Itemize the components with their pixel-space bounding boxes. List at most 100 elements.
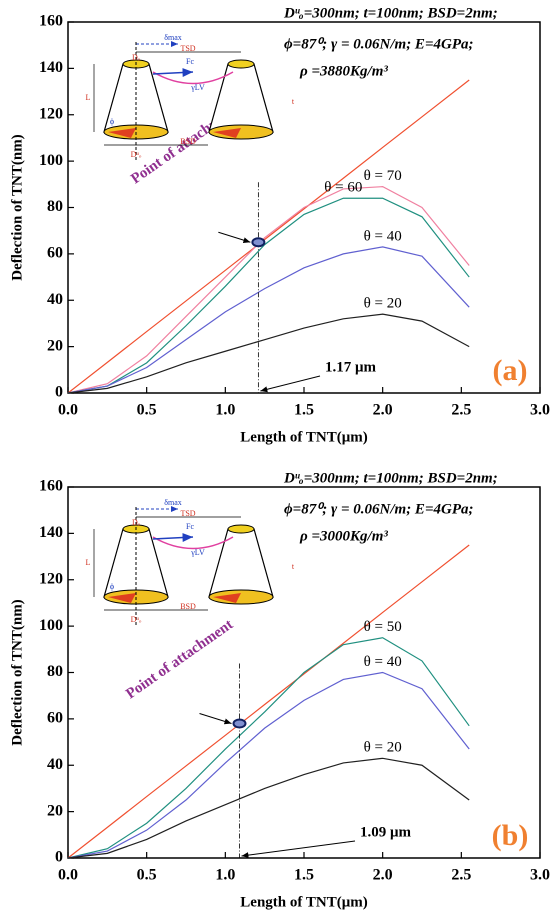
y-axis-label: Deflection of TNT(nm) (9, 599, 25, 745)
x-tick-label: 1.5 (294, 402, 314, 419)
x-tick-label: 0.5 (137, 867, 157, 884)
x-tick-label: 2.0 (373, 402, 393, 419)
inset-label: γLV (190, 83, 205, 92)
annotation: 1.09 μm (360, 824, 412, 840)
annotation: Dᵘₒ=300nm; t=100nm; BSD=2nm; (283, 5, 498, 21)
panel: 0 20 40 60 80 100 120 140 160 0.0 0.5 1.0 1.5 2.0 2.5 3… (9, 470, 550, 910)
y-tick-label: 40 (47, 756, 63, 773)
inset-label: t (292, 562, 295, 571)
meniscus (152, 71, 234, 85)
series-line (67, 671, 470, 859)
annotation: (b) (492, 819, 529, 852)
y-tick-label: 120 (39, 105, 63, 122)
x-tick-label: 3.0 (530, 402, 550, 419)
series-label: θ = 40 (364, 654, 402, 670)
inset-label: t (292, 97, 295, 106)
annotation: (a) (493, 354, 528, 387)
tube-shade (213, 593, 241, 603)
x-tick-label: 0.0 (58, 402, 78, 419)
panel: 0 20 40 60 80 100 120 140 160 0.0 0.5 1.0 1.5 2.0 2.5 3… (9, 5, 550, 445)
inset-label: δmax (164, 498, 182, 507)
inset-label: Dᵘₒ (131, 615, 142, 624)
y-tick-label: 100 (39, 152, 63, 169)
x-tick-label: 3.0 (530, 867, 550, 884)
x-tick-label: 1.5 (294, 867, 314, 884)
inset-label: γLV (190, 548, 205, 557)
annotation: 1.17 μm (325, 359, 377, 375)
tube-shade (213, 128, 241, 138)
y-tick-label: 140 (39, 59, 63, 76)
inset-label: TSD (180, 509, 195, 518)
x-tick-label: 0.5 (137, 402, 157, 419)
inset-label: TSD (180, 44, 195, 53)
tube-shade (108, 593, 136, 603)
annotation-arrow (260, 375, 321, 393)
series-label: θ = 60 (324, 180, 362, 196)
annotation: Dᵘₒ=300nm; t=100nm; BSD=2nm; (283, 470, 498, 486)
y-tick-label: 120 (39, 570, 63, 587)
inset-label: ϕ (110, 582, 114, 591)
annotation: ϕ=87⁰; γ = 0.06N/m; E=4GPa; (284, 501, 473, 517)
annotation-arrow (218, 231, 251, 244)
series-label: θ = 20 (364, 296, 402, 312)
series-line (67, 313, 470, 394)
force-arrow (152, 533, 194, 543)
x-tick-label: 2.0 (373, 867, 393, 884)
series-label: θ = 20 (364, 740, 402, 756)
tube-top (227, 524, 255, 534)
tube-bottom (208, 124, 274, 140)
series-line (67, 186, 470, 394)
y-tick-label: 60 (47, 710, 63, 727)
inset-label: L (86, 93, 91, 102)
series-label: θ = 50 (364, 619, 402, 635)
y-tick-label: 80 (47, 198, 63, 215)
series-line (67, 197, 470, 394)
tube-body (208, 63, 274, 133)
x-axis-label: Length of TNT(μm) (240, 894, 367, 910)
inset-label: Fc (186, 57, 194, 66)
inset-label: Fc (186, 522, 194, 531)
y-tick-label: 140 (39, 524, 63, 541)
y-tick-label: 60 (47, 245, 63, 262)
series-line (67, 79, 470, 394)
tube-top (227, 59, 255, 69)
series-line (67, 246, 470, 394)
x-tick-label: 0.0 (58, 867, 78, 884)
tube-shade (108, 128, 136, 138)
y-tick-label: 0 (55, 849, 63, 866)
attachment-point (251, 237, 266, 248)
tube-bottom (208, 589, 274, 605)
series-label: θ = 40 (364, 228, 402, 244)
x-tick-label: 2.5 (451, 867, 471, 884)
inset-label: BSD (180, 137, 196, 146)
meniscus (152, 536, 234, 550)
x-axis-label: Length of TNT(μm) (240, 429, 367, 445)
y-tick-label: 20 (47, 337, 63, 354)
series-line (67, 757, 470, 859)
inset-label: δmax (164, 33, 182, 42)
x-tick-label: 1.0 (215, 402, 235, 419)
annotation: ρ =3000Kg/m³ (299, 528, 388, 544)
annotation: Point of attachment (123, 617, 236, 703)
annotation-arrow (199, 713, 232, 725)
y-tick-label: 100 (39, 617, 63, 634)
x-tick-label: 1.0 (215, 867, 235, 884)
y-tick-label: 160 (39, 13, 63, 30)
series-label: θ = 70 (364, 168, 402, 184)
y-tick-label: 160 (39, 478, 63, 495)
series-line (67, 637, 470, 859)
y-tick-label: 80 (47, 663, 63, 680)
annotation-arrow (241, 840, 356, 859)
annotation: ϕ=87⁰; γ = 0.06N/m; E=4GPa; (284, 36, 473, 52)
tube-body (208, 528, 274, 598)
inset-label: L (86, 558, 91, 567)
annotation: ρ =3880Kg/m³ (299, 63, 388, 79)
series-line (67, 544, 470, 859)
force-arrow (152, 68, 194, 78)
inset-label: Dₒ (132, 518, 141, 527)
inset-label: Dₒ (132, 53, 141, 62)
inset-label: ϕ (110, 117, 114, 126)
inset-label: BSD (180, 602, 196, 611)
inset-label: Dᵘₒ (131, 150, 142, 159)
